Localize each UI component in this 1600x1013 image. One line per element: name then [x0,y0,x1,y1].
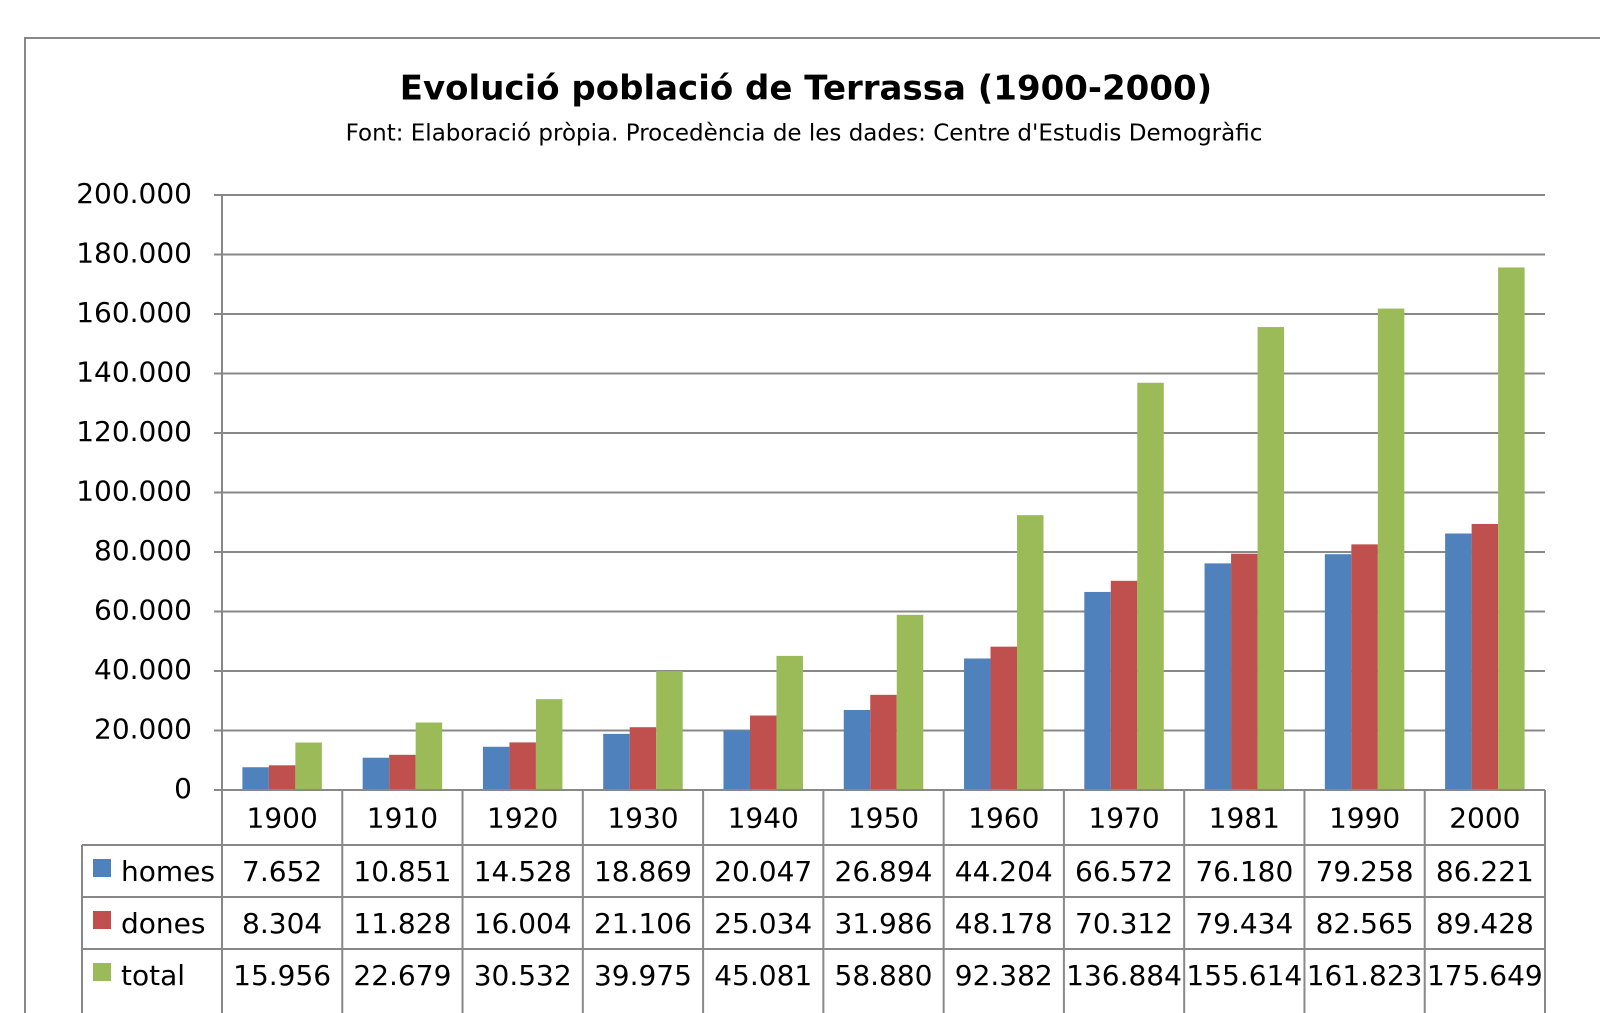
table-value: 21.106 [594,907,692,940]
table-value: 82.565 [1316,907,1414,940]
chart-subtitle: Font: Elaboració pròpia. Procedència de … [346,121,1263,147]
bar [482,746,510,790]
table-value: 16.004 [474,907,572,940]
table-value: 14.528 [474,855,572,888]
bar [1498,267,1525,790]
y-tick-label: 180.000 [76,237,192,270]
y-tick-label: 40.000 [94,653,192,686]
x-tick-label: 2000 [1449,802,1520,835]
bar [749,715,777,790]
bar [776,655,803,790]
y-tick-label: 20.000 [94,713,192,746]
x-tick-label: 1960 [968,802,1039,835]
chart-title: Evolució població de Terrassa (1900-2000… [400,69,1212,109]
bar [1017,515,1044,790]
legend-label: total [121,959,185,992]
bar [629,727,657,790]
bar [415,722,443,790]
table-value: 11.828 [353,907,451,940]
x-tick-label: 1981 [1209,802,1280,835]
bar [723,730,750,790]
table-value: 89.428 [1436,907,1534,940]
bar [1445,533,1472,790]
table-value: 175.649 [1427,959,1543,992]
bar [1377,308,1405,790]
table-value: 10.851 [353,855,451,888]
bar [843,709,871,790]
bar [1257,327,1285,790]
bar [535,699,563,790]
table-value: 92.382 [955,959,1053,992]
table-value: 44.204 [955,855,1053,888]
bar [870,694,897,790]
bar [1471,523,1499,790]
legend-key [93,963,111,981]
bar [509,742,536,790]
x-tick-label: 1950 [848,802,919,835]
bar [990,646,1018,790]
bar [1324,554,1352,790]
bar [656,671,683,790]
table-value: 25.034 [714,907,812,940]
x-tick-label: 1940 [728,802,799,835]
bar [1231,553,1258,790]
bar [295,742,322,790]
table-value: 31.986 [835,907,933,940]
y-tick-label: 160.000 [76,296,192,329]
table-value: 39.975 [594,959,692,992]
table-value: 20.047 [714,855,812,888]
table-value: 58.880 [835,959,933,992]
legend-key [93,859,111,877]
y-tick-label: 120.000 [76,415,192,448]
y-tick-label: 200.000 [76,177,192,210]
table-value: 86.221 [1436,855,1534,888]
bar [242,767,269,790]
table-value: 136.884 [1066,959,1182,992]
table-value: 79.258 [1316,855,1414,888]
bar [896,614,924,790]
table-value: 45.081 [714,959,812,992]
table-value: 70.312 [1075,907,1173,940]
bar [1110,580,1138,790]
bar [362,757,390,790]
table-value: 30.532 [474,959,572,992]
x-tick-label: 1930 [607,802,678,835]
bar [389,754,416,790]
bar [964,658,991,790]
x-tick-label: 1900 [247,802,318,835]
table-value: 161.823 [1307,959,1423,992]
y-tick-label: 100.000 [76,475,192,508]
table-value: 7.652 [242,855,322,888]
x-tick-label: 1910 [367,802,438,835]
bar [1084,591,1111,790]
bar [1137,382,1164,790]
x-tick-label: 1970 [1088,802,1159,835]
legend-key [93,911,111,929]
y-tick-label: 0 [174,772,192,805]
y-tick-label: 60.000 [94,594,192,627]
bar [603,733,630,790]
bar [268,765,296,790]
table-value: 155.614 [1186,959,1302,992]
table-value: 22.679 [353,959,451,992]
table-value: 76.180 [1195,855,1293,888]
table-value: 66.572 [1075,855,1173,888]
bar [1204,563,1232,790]
table-value: 48.178 [955,907,1053,940]
legend-label: homes [121,855,215,888]
table-value: 15.956 [233,959,331,992]
table-value: 79.434 [1195,907,1293,940]
legend-label: dones [121,907,205,940]
y-tick-label: 140.000 [76,356,192,389]
x-tick-label: 1990 [1329,802,1400,835]
bar [1351,544,1378,790]
x-tick-label: 1920 [487,802,558,835]
chart-frame [24,37,1600,1013]
table-value: 18.869 [594,855,692,888]
table-value: 8.304 [242,907,322,940]
y-tick-label: 80.000 [94,534,192,567]
table-value: 26.894 [835,855,933,888]
